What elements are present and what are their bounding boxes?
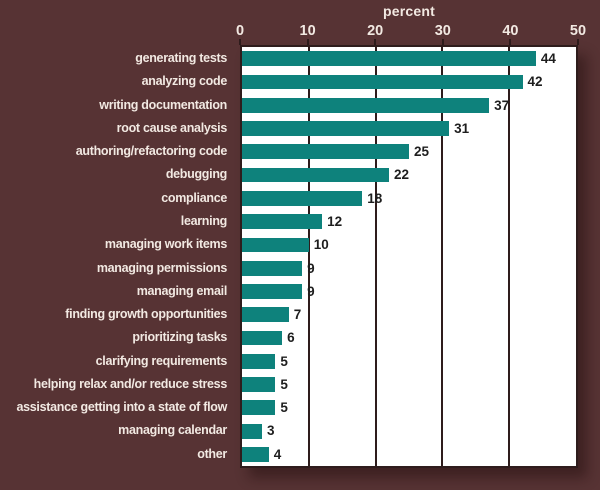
bar [242, 307, 289, 323]
bar-row: 25 [242, 140, 576, 163]
bar-row: 42 [242, 70, 576, 93]
bar [242, 423, 263, 439]
x-axis-tick-mark [509, 39, 512, 45]
x-axis-tick-mark [306, 39, 309, 45]
x-axis-tick-label: 50 [569, 23, 587, 39]
bar-value-label: 9 [307, 283, 315, 299]
bar-row: 44 [242, 47, 576, 70]
category-label: finding growth opportunities [65, 307, 227, 322]
category-label: authoring/refactoring code [75, 144, 228, 159]
gridline [508, 47, 511, 466]
bar-row: 3 [242, 419, 576, 442]
bar-value-label: 4 [273, 446, 282, 462]
bar-value-label: 9 [307, 260, 315, 276]
category-label: analyzing code [141, 74, 228, 89]
bar-row: 31 [242, 117, 576, 140]
bar [242, 330, 283, 346]
bar-value-label: 31 [454, 120, 470, 136]
x-axis-title: percent [383, 3, 435, 19]
bar-value-label: 12 [327, 213, 343, 229]
gridline [441, 47, 444, 466]
bar [242, 214, 323, 230]
category-label: assistance getting into a state of flow [16, 400, 227, 415]
bar-row: 37 [242, 94, 576, 117]
bar [242, 377, 276, 392]
bar-value-label: 18 [367, 190, 383, 206]
plot-area: 44 42 37 31 25 22 18 12 10 9 9 7 6 5 5 5 3 4 [240, 45, 578, 468]
category-label: helping relax and/or reduce stress [33, 376, 228, 391]
bar-value-label: 25 [414, 144, 430, 160]
bar-row: 9 [242, 280, 576, 303]
bar-value-label: 10 [313, 237, 329, 253]
gridline [374, 47, 377, 466]
bar-row: 5 [242, 350, 576, 373]
category-label: managing email [136, 283, 228, 298]
category-label: debugging [165, 167, 227, 182]
category-label: managing work items [104, 237, 227, 252]
gridline [307, 47, 310, 466]
bar [242, 144, 409, 160]
x-axis-tick-label: 0 [235, 23, 245, 39]
bar-row: 6 [242, 326, 576, 349]
bar-row: 7 [242, 303, 576, 326]
bar [242, 97, 490, 113]
bar [242, 167, 389, 183]
category-label: managing calendar [118, 423, 227, 438]
x-axis-tick-mark [239, 39, 241, 45]
x-axis-tick-label: 20 [367, 23, 384, 39]
bar-value-label: 5 [280, 400, 288, 416]
x-axis-tick-label: 30 [434, 23, 451, 39]
category-label: learning [180, 213, 228, 228]
bar-row: 10 [242, 233, 576, 256]
bar [242, 260, 303, 276]
bar-value-label: 37 [494, 97, 510, 113]
category-label: clarifying requirements [95, 353, 228, 368]
category-label: generating tests [135, 51, 227, 65]
bar-value-label: 6 [287, 330, 295, 346]
bar-value-label: 7 [293, 307, 302, 323]
bar-value-label: 22 [393, 167, 409, 183]
category-axis: generating tests analyzing code writing do… [0, 47, 233, 466]
bar-row: 4 [242, 443, 576, 466]
bar-value-label: 44 [540, 51, 556, 66]
category-label: writing documentation [99, 97, 227, 112]
bar [242, 237, 309, 253]
bar [242, 353, 276, 369]
bar [242, 121, 450, 136]
x-axis-tick-mark [374, 39, 377, 45]
x-axis-tick-mark [441, 39, 444, 45]
bar [242, 51, 536, 67]
category-label: managing permissions [96, 260, 227, 275]
x-axis-tick-mark [577, 39, 579, 45]
plot-inner: 44 42 37 31 25 22 18 12 10 9 9 7 6 5 5 5 3 4 [242, 47, 576, 466]
category-label: compliance [161, 190, 227, 205]
bar [242, 400, 276, 416]
bar-row: 5 [242, 396, 576, 419]
x-axis-tick-label: 10 [299, 23, 316, 39]
bar [242, 74, 523, 90]
bar [242, 447, 269, 462]
bar-row: 5 [242, 373, 576, 396]
bar-value-label: 3 [267, 423, 275, 439]
bar [242, 284, 303, 299]
bar-value-label: 5 [280, 353, 288, 369]
bar-value-label: 5 [280, 376, 288, 392]
category-label: root cause analysis [116, 120, 228, 135]
bar-value-label: 42 [527, 74, 543, 90]
category-label: other [197, 446, 227, 461]
bar [242, 190, 363, 206]
bar-row: 9 [242, 257, 576, 280]
category-label: prioritizing tasks [132, 330, 227, 345]
bar-row: 12 [242, 210, 576, 233]
bar-row: 22 [242, 163, 576, 186]
x-axis-tick-label: 40 [502, 23, 519, 39]
bar-row: 18 [242, 187, 576, 210]
